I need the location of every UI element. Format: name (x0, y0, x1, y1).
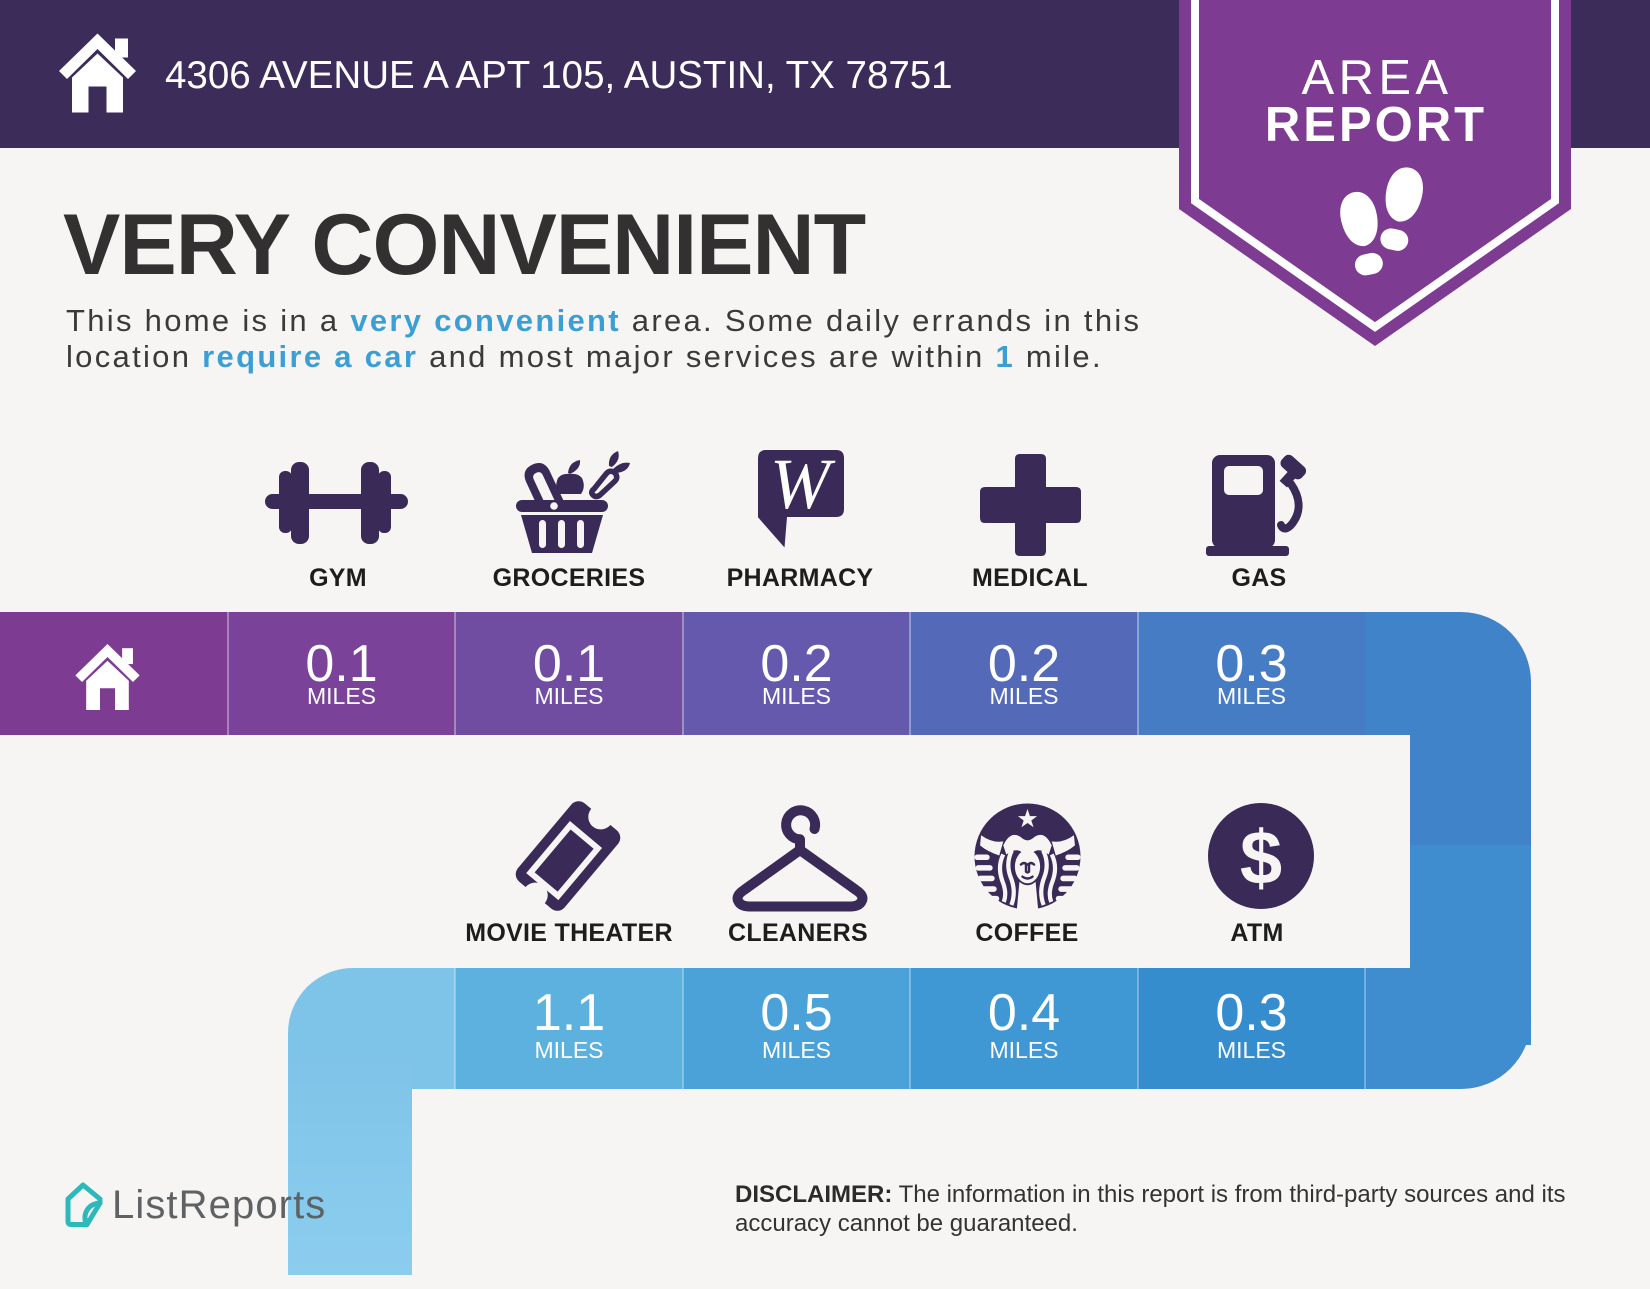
svg-text:AREA: AREA (1301, 51, 1452, 105)
svg-text:W: W (770, 450, 836, 524)
svg-text:$: $ (1240, 816, 1282, 901)
svg-text:REPORT: REPORT (1265, 98, 1487, 152)
